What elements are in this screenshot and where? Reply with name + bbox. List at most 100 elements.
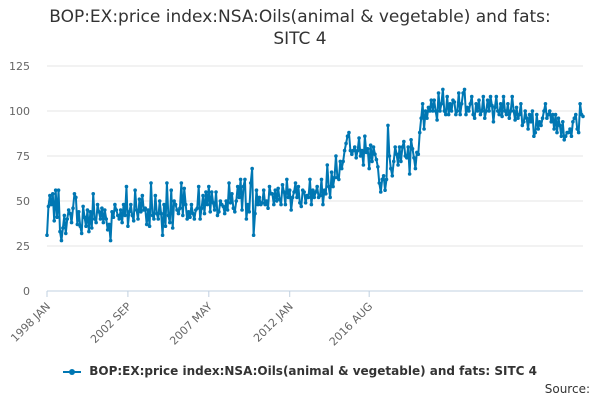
data-point[interactable] [433, 109, 438, 113]
data-point[interactable] [295, 195, 299, 200]
data-point[interactable] [507, 116, 512, 120]
data-point[interactable] [211, 201, 215, 205]
data-point[interactable] [63, 231, 68, 236]
data-point[interactable] [339, 166, 344, 171]
data-point[interactable] [254, 188, 259, 192]
data-point[interactable] [553, 112, 558, 117]
data-point[interactable] [100, 206, 104, 210]
data-point[interactable] [376, 165, 380, 169]
data-point[interactable] [351, 148, 356, 153]
data-point[interactable] [173, 202, 178, 207]
data-point[interactable] [264, 199, 269, 203]
data-point[interactable] [472, 116, 477, 120]
data-point[interactable] [318, 193, 322, 198]
data-point[interactable] [456, 91, 461, 95]
data-point[interactable] [506, 102, 510, 106]
data-point[interactable] [402, 139, 406, 144]
data-point[interactable] [228, 201, 233, 205]
data-point[interactable] [250, 166, 254, 171]
data-point[interactable] [562, 138, 567, 142]
data-point[interactable] [443, 112, 448, 117]
data-point[interactable] [256, 202, 260, 207]
data-point[interactable] [257, 195, 262, 200]
data-point[interactable] [146, 208, 150, 212]
data-point[interactable] [539, 123, 543, 128]
data-point[interactable] [430, 109, 435, 113]
data-point[interactable] [152, 217, 156, 221]
data-point[interactable] [368, 143, 373, 147]
data-point[interactable] [428, 109, 432, 113]
data-point[interactable] [542, 109, 546, 113]
data-point[interactable] [439, 102, 444, 106]
data-point[interactable] [393, 145, 397, 149]
data-point[interactable] [400, 145, 405, 149]
data-point[interactable] [129, 202, 133, 207]
data-point[interactable] [491, 120, 496, 124]
data-point[interactable] [65, 217, 70, 221]
data-point[interactable] [514, 105, 519, 110]
data-point[interactable] [377, 181, 382, 185]
data-point[interactable] [192, 217, 197, 221]
data-point[interactable] [438, 109, 442, 113]
data-point[interactable] [560, 120, 565, 124]
data-point[interactable] [391, 159, 396, 164]
data-point[interactable] [533, 130, 538, 135]
data-point[interactable] [217, 210, 221, 214]
data-point[interactable] [58, 229, 62, 234]
data-point[interactable] [113, 202, 117, 207]
data-point[interactable] [248, 181, 253, 185]
data-point[interactable] [143, 206, 148, 210]
data-point[interactable] [477, 98, 481, 102]
data-point[interactable] [344, 141, 348, 146]
data-point[interactable] [212, 208, 217, 212]
data-point[interactable] [524, 116, 529, 120]
data-point[interactable] [147, 224, 152, 228]
data-point[interactable] [446, 112, 451, 117]
data-point[interactable] [454, 112, 458, 117]
data-point[interactable] [407, 172, 412, 176]
data-point[interactable] [170, 226, 175, 230]
data-point[interactable] [468, 102, 473, 106]
data-point[interactable] [108, 238, 113, 243]
data-point[interactable] [426, 105, 431, 110]
data-point[interactable] [233, 210, 237, 214]
data-point[interactable] [332, 175, 337, 180]
data-point[interactable] [442, 109, 447, 113]
data-point[interactable] [581, 114, 585, 119]
data-point[interactable] [549, 120, 554, 124]
data-point[interactable] [500, 114, 504, 119]
data-point[interactable] [298, 201, 302, 205]
data-point[interactable] [452, 100, 457, 104]
data-point[interactable] [130, 213, 135, 218]
data-point[interactable] [104, 217, 109, 221]
data-point[interactable] [101, 220, 106, 225]
data-point[interactable] [285, 177, 289, 182]
data-point[interactable] [75, 222, 80, 227]
data-point[interactable] [497, 112, 502, 117]
data-point[interactable] [328, 195, 332, 200]
data-point[interactable] [121, 202, 126, 207]
data-point[interactable] [360, 148, 364, 153]
data-point[interactable] [508, 109, 513, 113]
data-point[interactable] [163, 224, 168, 228]
data-point[interactable] [370, 159, 374, 164]
data-point[interactable] [261, 188, 266, 192]
data-point[interactable] [381, 174, 386, 178]
data-point[interactable] [66, 208, 71, 212]
data-point[interactable] [176, 211, 181, 216]
data-point[interactable] [543, 102, 548, 106]
data-point[interactable] [469, 94, 474, 99]
data-point[interactable] [394, 152, 399, 156]
data-point[interactable] [153, 193, 158, 198]
data-point[interactable] [118, 208, 123, 212]
data-point[interactable] [159, 211, 163, 216]
data-point[interactable] [313, 190, 318, 194]
data-point[interactable] [576, 130, 581, 135]
data-point[interactable] [56, 188, 61, 192]
data-point[interactable] [319, 177, 324, 182]
data-point[interactable] [289, 208, 293, 212]
data-point[interactable] [397, 145, 402, 149]
data-point[interactable] [527, 112, 532, 117]
data-point[interactable] [363, 134, 367, 138]
data-point[interactable] [237, 195, 241, 200]
